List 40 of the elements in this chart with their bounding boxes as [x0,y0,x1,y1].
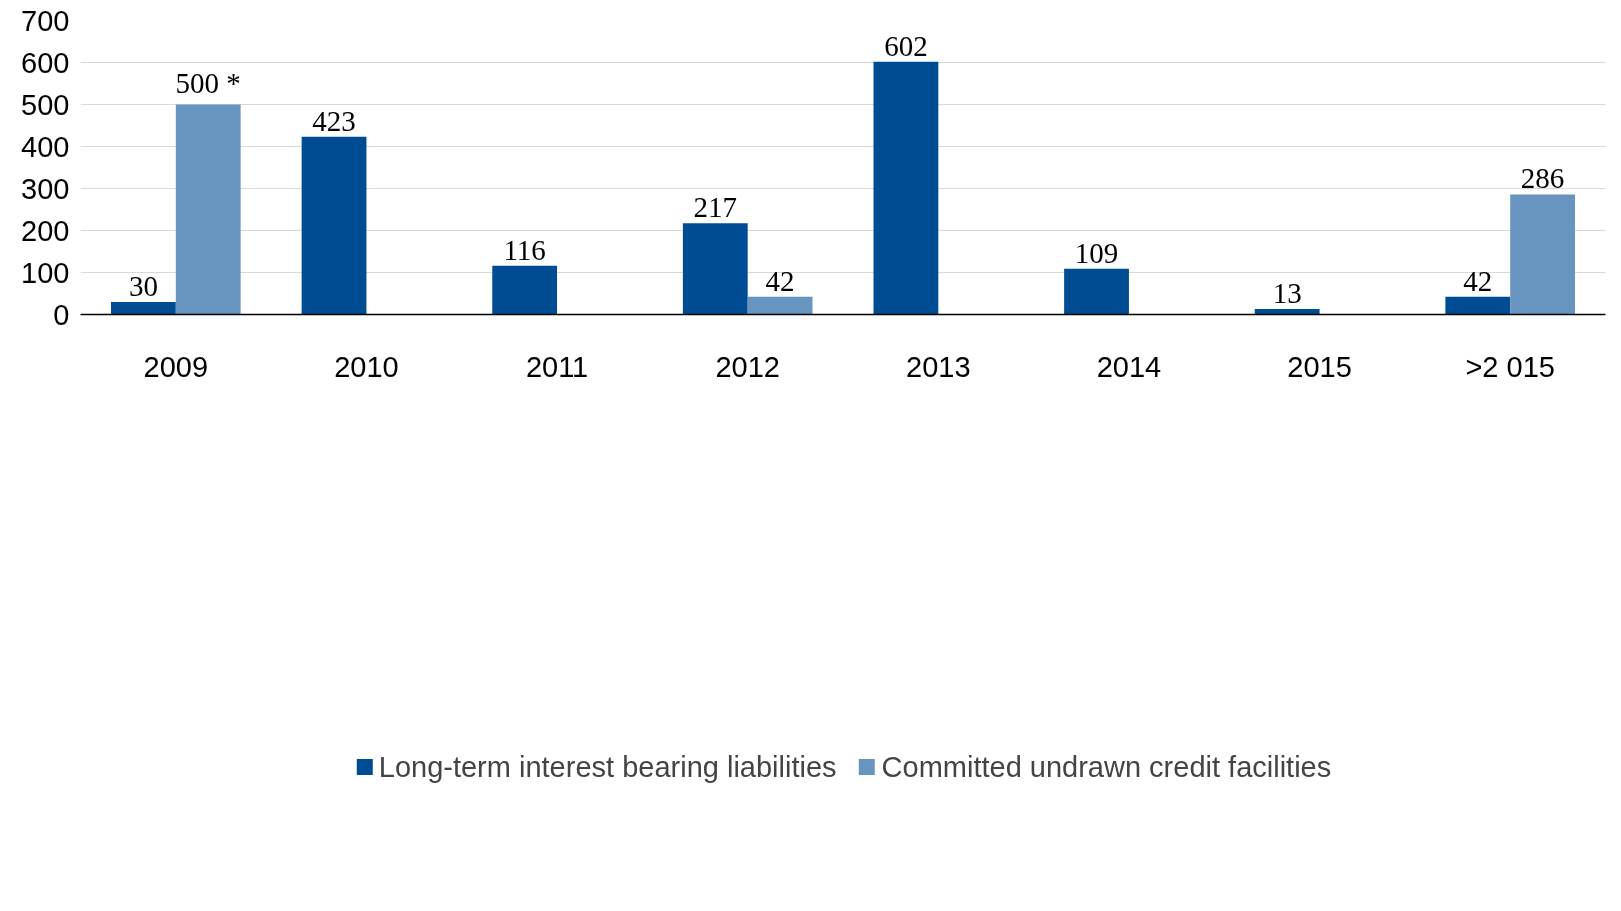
x-tick-label: 2015 [1287,350,1352,383]
data-label: 30 [128,269,158,302]
bar [873,61,939,315]
bar [747,296,813,315]
y-tick-label: 100 [21,256,70,289]
y-tick-label: 700 [21,4,70,37]
bar [1445,296,1511,315]
legend-label: Committed undrawn credit facilities [881,750,1332,784]
data-label: 109 [1074,236,1119,269]
x-tick-label: 2012 [715,350,780,383]
x-tick-label: 2009 [143,350,209,383]
bar [175,104,241,315]
data-label: 42 [1463,264,1493,297]
x-tick-label: 2010 [334,350,399,383]
data-label: 13 [1272,277,1302,310]
x-tick-label: >2 015 [1465,350,1555,383]
x-tick-label: 2013 [906,350,971,383]
x-tick-label: 2014 [1096,350,1162,383]
data-label: 217 [693,191,738,224]
y-tick-label: 0 [53,298,70,331]
data-label: 500 * [175,66,241,99]
bar [301,136,367,315]
data-label: 286 [1520,162,1565,195]
y-tick-label: 500 [21,88,70,121]
data-label: 42 [765,264,795,297]
bar [1064,268,1129,315]
bar [1254,309,1320,315]
data-label: 423 [312,104,356,137]
data-label: 602 [884,29,928,62]
data-label: 116 [503,233,546,266]
bar [682,223,748,315]
x-tick-label: 2011 [525,350,589,383]
y-tick-label: 600 [21,46,70,79]
legend-label: Long-term interest bearing liabilities [378,750,837,784]
bar [1510,194,1575,315]
y-tick-label: 200 [21,214,70,247]
bar [492,265,558,315]
y-tick-label: 400 [21,130,70,163]
bar [111,301,176,315]
y-tick-label: 300 [21,172,70,205]
